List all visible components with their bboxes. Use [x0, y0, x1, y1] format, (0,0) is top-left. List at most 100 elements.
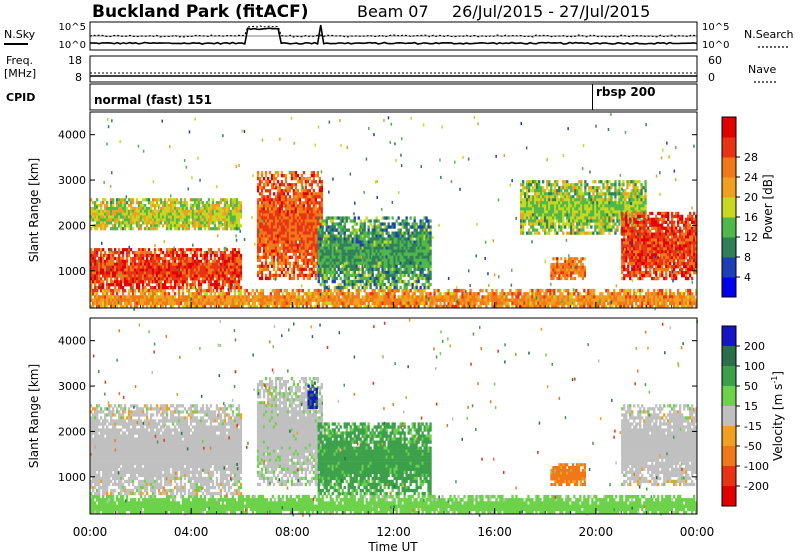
data-cell	[389, 301, 392, 306]
data-cell	[133, 259, 137, 263]
data-cell	[189, 268, 193, 272]
data-cell	[151, 274, 155, 278]
data-cell	[227, 224, 231, 228]
data-cell	[104, 227, 107, 231]
data-cell	[505, 301, 508, 306]
data-cell	[461, 304, 464, 309]
data-cell	[213, 292, 217, 296]
data-cell	[310, 201, 313, 205]
data-cell	[239, 224, 243, 228]
data-cell	[203, 227, 207, 231]
data-cell	[96, 248, 99, 252]
data-cell	[225, 206, 229, 211]
data-cell	[393, 279, 396, 284]
data-cell	[223, 265, 227, 269]
data-cell	[371, 292, 374, 296]
data-cell	[264, 225, 268, 229]
data-cell	[223, 215, 227, 219]
data-cell	[233, 304, 237, 309]
data-cell	[147, 218, 151, 222]
data-cell	[181, 248, 185, 252]
data-cell	[114, 262, 117, 266]
data-cell	[203, 277, 207, 281]
data-cell	[189, 248, 193, 252]
data-cell	[213, 215, 217, 219]
data-cell	[389, 234, 392, 238]
data-cell	[329, 295, 332, 299]
data-cell	[593, 288, 596, 293]
data-cell	[193, 265, 197, 269]
data-cell	[135, 224, 139, 228]
data-cell	[161, 206, 165, 211]
data-cell	[689, 295, 692, 299]
data-cell	[290, 216, 294, 220]
data-cell	[565, 288, 568, 293]
data-cell	[153, 218, 157, 222]
data-cell	[349, 258, 352, 262]
data-cell	[98, 215, 101, 219]
data-cell	[291, 304, 294, 309]
data-cell	[399, 237, 402, 241]
data-cell	[613, 288, 616, 293]
data-cell	[323, 231, 326, 235]
data-cell	[312, 201, 315, 205]
data-cell	[381, 252, 384, 256]
data-cell	[256, 189, 260, 193]
data-cell	[357, 264, 360, 268]
data-cell	[383, 252, 386, 256]
data-cell	[573, 288, 576, 293]
data-cell	[323, 243, 326, 247]
data-cell	[259, 288, 262, 293]
data-cell	[329, 267, 332, 272]
data-cell	[247, 301, 250, 306]
data-cell	[353, 231, 356, 235]
data-cell	[373, 279, 376, 284]
data-cell	[151, 295, 155, 299]
data-cell	[223, 262, 227, 266]
data-cell	[163, 283, 167, 287]
data-cell	[221, 253, 225, 258]
data-cell	[131, 298, 135, 302]
data-cell	[266, 201, 270, 205]
data-cell	[296, 210, 300, 214]
data-cell	[401, 225, 404, 229]
data-cell	[393, 243, 396, 247]
data-cell	[314, 174, 317, 178]
data-cell	[557, 298, 560, 302]
data-cell	[308, 177, 311, 181]
data-cell	[203, 221, 207, 225]
data-cell	[625, 298, 628, 302]
data-cell	[553, 301, 556, 306]
data-cell	[135, 212, 139, 216]
data-cell	[147, 227, 151, 231]
data-cell	[306, 231, 309, 235]
data-cell	[147, 271, 151, 275]
data-cell	[217, 304, 221, 309]
data-cell	[191, 209, 195, 213]
data-cell	[296, 198, 300, 202]
data-cell	[579, 304, 582, 309]
data-cell	[505, 298, 508, 302]
data-cell	[327, 237, 330, 241]
data-cell	[187, 209, 191, 213]
data-cell	[264, 273, 268, 278]
data-cell	[181, 206, 185, 211]
data-cell	[239, 209, 243, 213]
data-cell	[211, 215, 215, 219]
data-cell	[145, 298, 149, 302]
data-cell	[310, 225, 313, 229]
data-cell	[387, 240, 390, 244]
data-cell	[304, 213, 307, 217]
data-cell	[295, 295, 298, 299]
data-cell	[256, 207, 260, 211]
data-cell	[272, 216, 276, 220]
data-cell	[395, 304, 398, 309]
data-cell	[381, 301, 384, 306]
data-cell	[207, 209, 211, 213]
data-cell	[175, 253, 179, 258]
data-cell	[304, 237, 307, 241]
data-cell	[345, 237, 348, 241]
data-cell	[197, 277, 201, 281]
data-cell	[145, 262, 149, 266]
data-cell	[347, 228, 350, 232]
